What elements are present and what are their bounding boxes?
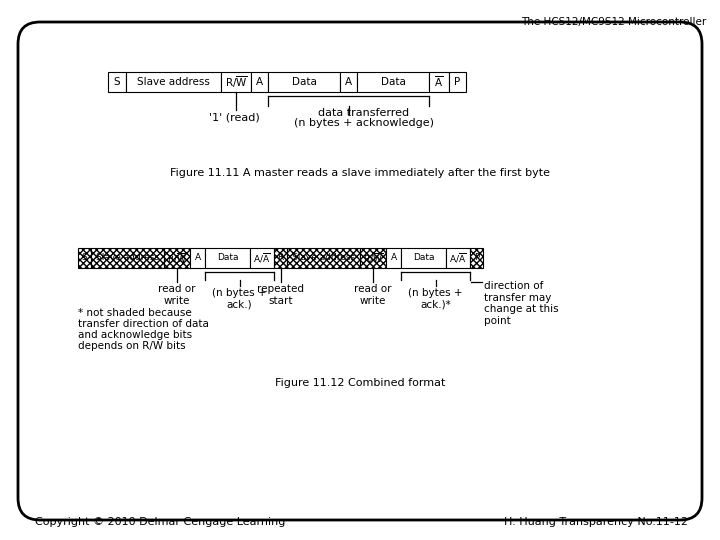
Bar bbox=[401, 248, 446, 268]
Text: S: S bbox=[114, 77, 120, 87]
Text: read or
write: read or write bbox=[354, 284, 392, 306]
Text: A/$\overline{\mathsf{A}}$: A/$\overline{\mathsf{A}}$ bbox=[449, 252, 467, 265]
Text: Slave address: Slave address bbox=[96, 253, 159, 262]
Text: Data: Data bbox=[381, 77, 405, 87]
Bar bbox=[205, 248, 250, 268]
Text: A/$\overline{\mathsf{A}}$: A/$\overline{\mathsf{A}}$ bbox=[253, 252, 271, 265]
Bar bbox=[386, 248, 401, 268]
Text: Data: Data bbox=[413, 253, 434, 262]
Bar bbox=[357, 72, 429, 92]
Text: P: P bbox=[454, 77, 461, 87]
Text: data transferred: data transferred bbox=[318, 108, 409, 118]
Bar bbox=[470, 248, 483, 268]
Text: S: S bbox=[81, 253, 87, 262]
Bar bbox=[449, 72, 466, 92]
Text: repeated
start: repeated start bbox=[257, 284, 304, 306]
Bar bbox=[190, 248, 205, 268]
Bar bbox=[250, 248, 274, 268]
Text: Figure 11.12 Combined format: Figure 11.12 Combined format bbox=[275, 378, 445, 388]
Text: R/$\overline{\mathsf{W}}$: R/$\overline{\mathsf{W}}$ bbox=[225, 74, 248, 90]
Text: (n bytes +
ack.)*: (n bytes + ack.)* bbox=[408, 288, 463, 309]
Bar bbox=[360, 248, 386, 268]
Text: Slave address: Slave address bbox=[137, 77, 210, 87]
Text: A: A bbox=[390, 253, 397, 262]
Text: Figure 11.11 A master reads a slave immediately after the first byte: Figure 11.11 A master reads a slave imme… bbox=[170, 168, 550, 178]
Text: (n bytes +
ack.): (n bytes + ack.) bbox=[212, 288, 266, 309]
Text: A: A bbox=[345, 77, 352, 87]
Text: R: R bbox=[277, 253, 284, 262]
Text: (n bytes + acknowledge): (n bytes + acknowledge) bbox=[294, 118, 433, 128]
Bar bbox=[340, 72, 357, 92]
Text: R/$\overline{\mathsf{W}}$: R/$\overline{\mathsf{W}}$ bbox=[167, 252, 187, 265]
Bar bbox=[268, 72, 340, 92]
Text: transfer direction of data: transfer direction of data bbox=[78, 319, 209, 329]
Bar bbox=[429, 72, 449, 92]
Bar bbox=[126, 72, 221, 92]
Text: Data: Data bbox=[217, 253, 238, 262]
Bar bbox=[108, 72, 126, 92]
Text: Data: Data bbox=[292, 77, 316, 87]
Text: direction of
transfer may
change at this
point: direction of transfer may change at this… bbox=[484, 281, 559, 326]
Text: A: A bbox=[256, 77, 263, 87]
Text: $\overline{\mathsf{A}}$: $\overline{\mathsf{A}}$ bbox=[434, 75, 444, 89]
Text: Slave address: Slave address bbox=[292, 253, 355, 262]
Text: Copyright © 2010 Delmar Cengage Learning: Copyright © 2010 Delmar Cengage Learning bbox=[35, 517, 285, 527]
Bar bbox=[274, 248, 287, 268]
Bar bbox=[91, 248, 164, 268]
Bar bbox=[287, 248, 360, 268]
Text: R/$\overline{\mathsf{W}}$: R/$\overline{\mathsf{W}}$ bbox=[363, 252, 383, 265]
Text: depends on R/W bits: depends on R/W bits bbox=[78, 341, 186, 351]
Text: H. Huang Transparency No.11-12: H. Huang Transparency No.11-12 bbox=[504, 517, 688, 527]
Text: and acknowledge bits: and acknowledge bits bbox=[78, 330, 192, 340]
Text: P: P bbox=[474, 253, 480, 262]
Text: The HCS12/MC9S12 Microcontroller: The HCS12/MC9S12 Microcontroller bbox=[521, 17, 706, 27]
Text: '1' (read): '1' (read) bbox=[209, 112, 259, 122]
Bar bbox=[221, 72, 251, 92]
Bar bbox=[164, 248, 190, 268]
Bar bbox=[251, 72, 268, 92]
Bar bbox=[78, 248, 91, 268]
Text: * not shaded because: * not shaded because bbox=[78, 308, 192, 318]
Bar bbox=[446, 248, 470, 268]
Text: read or
write: read or write bbox=[158, 284, 196, 306]
Text: A: A bbox=[194, 253, 201, 262]
FancyBboxPatch shape bbox=[18, 22, 702, 520]
